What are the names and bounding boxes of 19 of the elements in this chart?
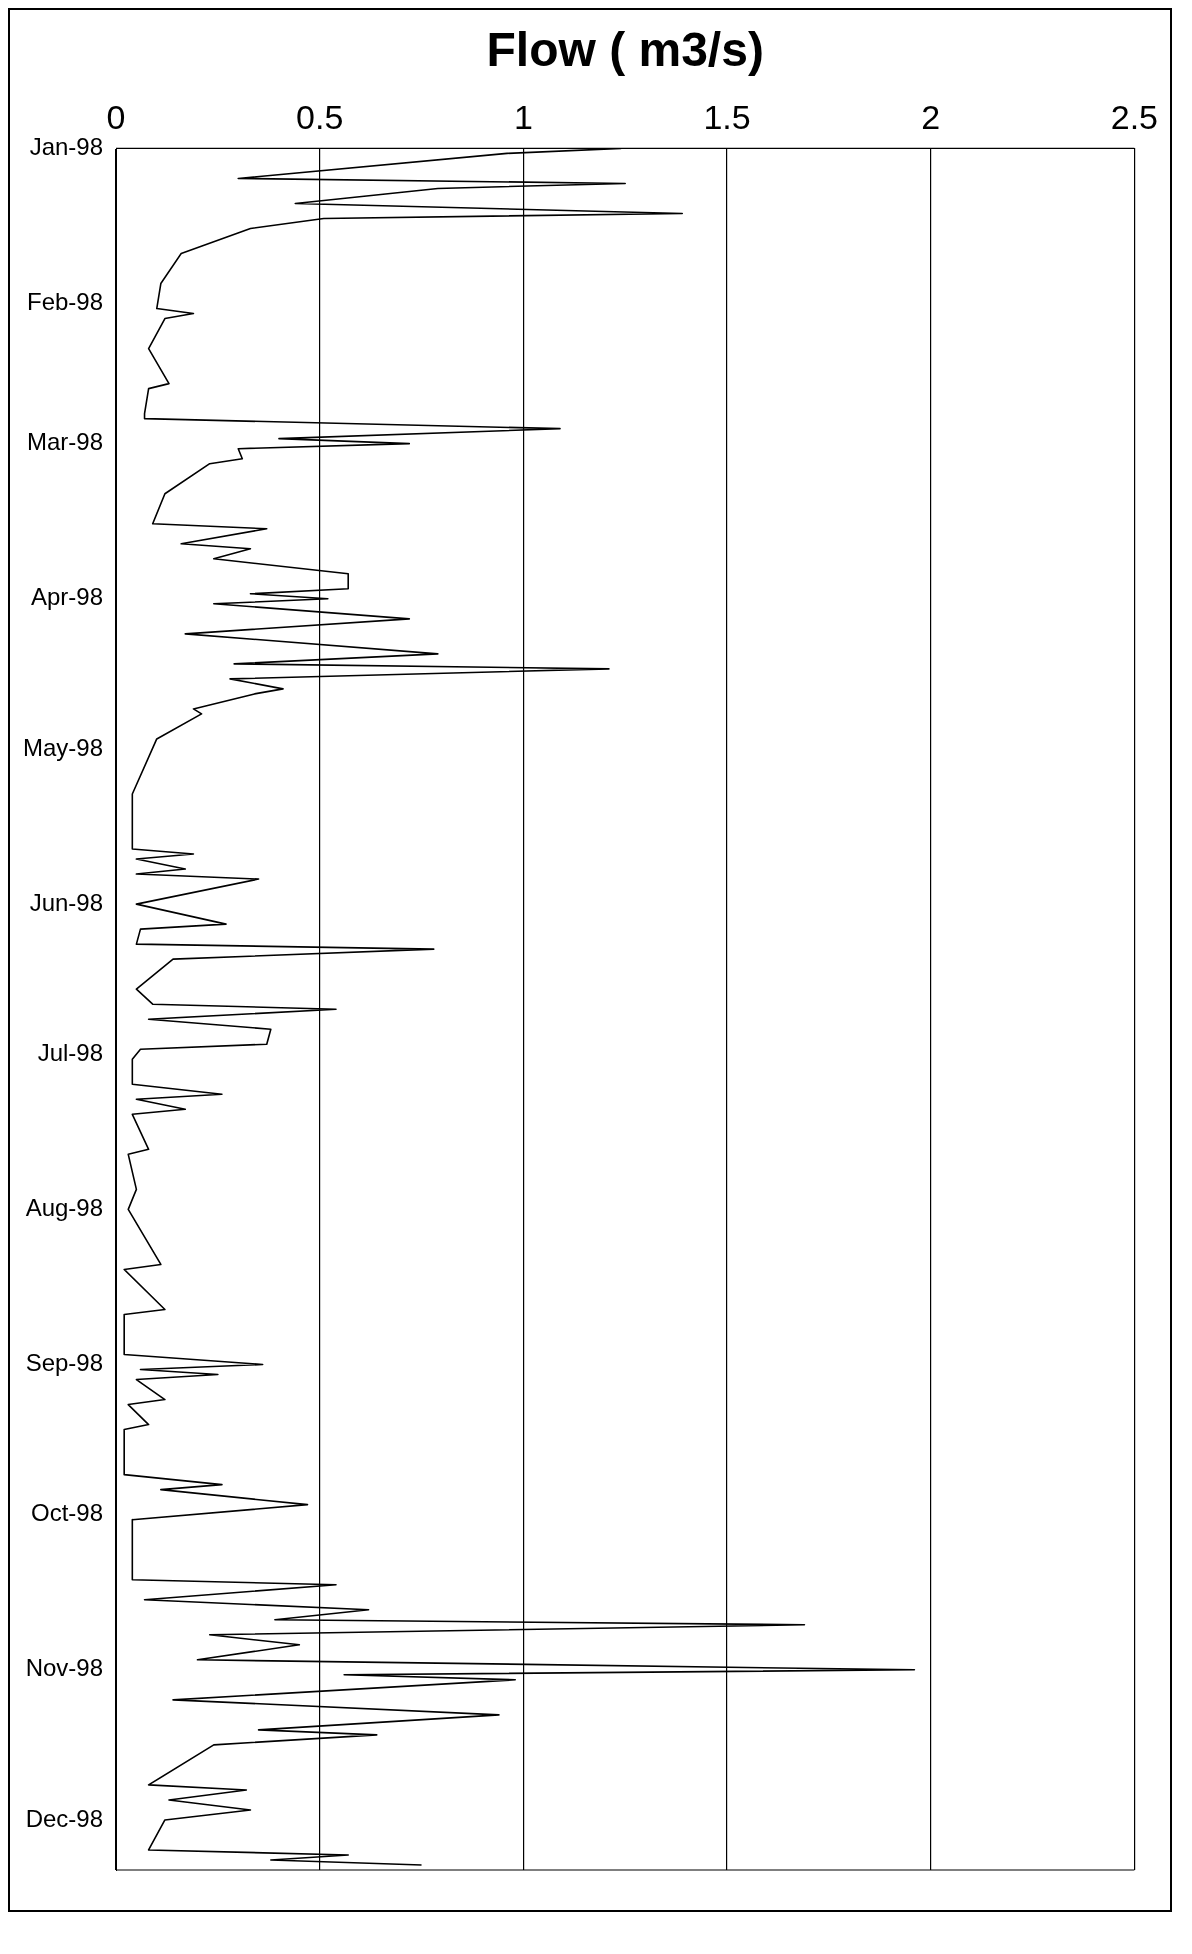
x-tick-label: 2.5 [1110,98,1158,137]
y-tick-label: Oct-98 [31,1499,104,1527]
y-tick-label: Sep-98 [25,1349,104,1377]
y-tick-label: May-98 [23,733,104,761]
y-tick-label: Jul-98 [37,1038,104,1066]
x-tick-label: 0.5 [296,98,344,137]
x-tick-label: 1.5 [703,98,751,137]
y-tick-label: Nov-98 [25,1654,104,1682]
y-tick-label: Jan-98 [29,133,104,161]
x-tick-label: 1 [513,98,533,137]
y-tick-label: Jun-98 [29,888,104,916]
y-tick-label: Mar-98 [27,428,104,456]
x-tick-label: 2 [921,98,941,137]
x-axis-title: Flow ( m3/s) [486,23,764,77]
y-tick-label: Apr-98 [30,583,104,611]
y-tick-label: Dec-98 [25,1804,104,1832]
x-tick-label: 0 [106,98,126,137]
y-tick-label: Feb-98 [26,288,104,316]
y-tick-label: Aug-98 [25,1194,104,1222]
